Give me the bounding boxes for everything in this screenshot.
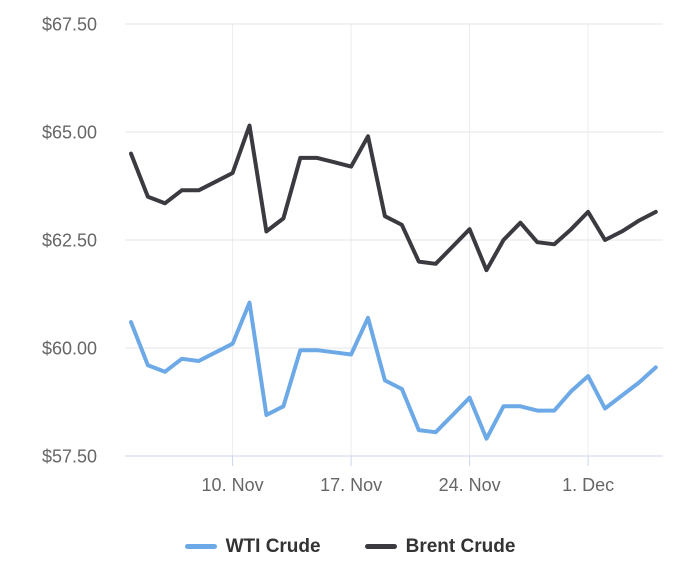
legend-item-brent-crude[interactable]: Brent Crude: [364, 535, 516, 557]
x-axis-label: 17. Nov: [320, 475, 382, 495]
horizontal-gridlines: [125, 23, 663, 349]
brent-crude-swatch: [364, 543, 397, 549]
legend: WTI Crude Brent Crude: [0, 531, 700, 561]
y-axis-label: $57.50: [42, 447, 97, 467]
wti-crude-line[interactable]: [129, 300, 658, 441]
y-axis-label: $60.00: [42, 339, 97, 359]
x-axis-label: 24. Nov: [439, 475, 501, 495]
wti-crude-swatch: [184, 543, 217, 549]
y-axis-label: $62.50: [42, 231, 97, 251]
wti-crude-legend-label: WTI Crude: [225, 535, 321, 557]
x-axis-label: 10. Nov: [202, 475, 264, 495]
y-axis-label: $67.50: [42, 15, 97, 35]
y-axis-labels: $67.50 $65.00 $62.50 $60.00 $57.50: [42, 15, 97, 467]
y-axis-label: $65.00: [42, 123, 97, 143]
brent-crude-line[interactable]: [129, 123, 658, 273]
x-axis-label: 1. Dec: [562, 475, 614, 495]
brent-crude-legend-label: Brent Crude: [405, 535, 516, 557]
x-axis-labels: 10. Nov 17. Nov 24. Nov 1. Dec: [202, 475, 615, 495]
legend-item-wti-crude[interactable]: WTI Crude: [184, 535, 321, 557]
series-lines: [129, 123, 658, 441]
x-axis-tick-marks: [232, 456, 589, 466]
